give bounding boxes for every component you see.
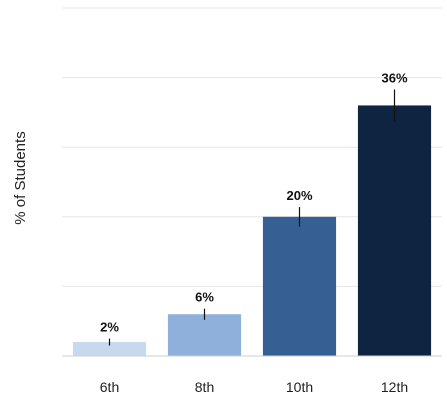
error-bars (108, 89, 396, 346)
x-tick-label-6th: 6th (100, 379, 119, 395)
x-tick-label-12th: 12th (381, 379, 408, 395)
bar-6th (72, 342, 147, 356)
data-label-10th: 20% (286, 188, 312, 203)
data-label-6th: 2% (100, 320, 119, 335)
bar-8th (167, 314, 242, 356)
x-tick-label-10th: 10th (286, 379, 313, 395)
x-tick-labels: 6th 8th 10th 12th (100, 379, 408, 395)
bar-10th (262, 216, 337, 356)
bar-12th (357, 105, 432, 356)
bars (72, 105, 432, 356)
data-labels: 2% 6% 20% 36% (100, 70, 408, 334)
data-label-12th: 36% (381, 70, 407, 85)
y-axis-title: % of Students (12, 131, 29, 224)
x-tick-label-8th: 8th (195, 379, 214, 395)
data-label-8th: 6% (195, 290, 214, 305)
